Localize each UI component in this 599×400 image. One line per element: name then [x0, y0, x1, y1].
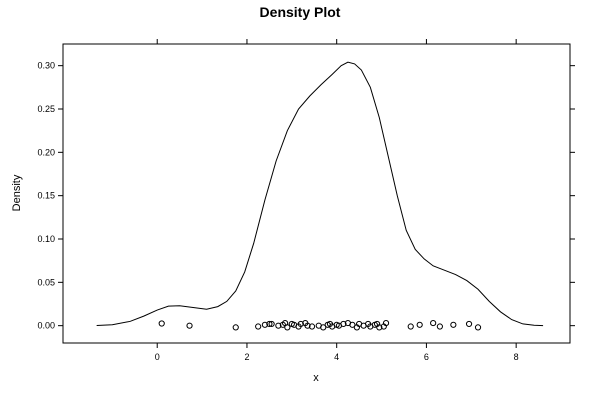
- y-axis-label: Density: [11, 174, 23, 211]
- rug-point: [158, 320, 165, 327]
- rug-point: [297, 320, 304, 328]
- rug-point: [382, 319, 390, 327]
- chart-title: Density Plot: [260, 4, 341, 20]
- axis-ticks: [58, 39, 575, 348]
- rug-point: [255, 323, 262, 330]
- rug-points: [158, 319, 482, 331]
- y-tick-label: 0.10: [37, 234, 55, 244]
- y-tick-label: 0.25: [37, 104, 55, 114]
- rug-point: [261, 321, 268, 328]
- y-tick-label: 0.05: [37, 277, 55, 287]
- rug-point: [275, 322, 282, 329]
- density-curve: [96, 61, 544, 327]
- rug-point: [304, 322, 311, 329]
- x-axis-label: x: [313, 372, 319, 384]
- x-tick-label: 8: [514, 352, 519, 362]
- rug-point: [430, 319, 437, 327]
- rug-point: [268, 320, 275, 328]
- y-tick-label: 0.00: [37, 321, 55, 331]
- rug-point: [407, 323, 414, 330]
- rug-point: [349, 321, 356, 328]
- x-tick-label: 0: [155, 352, 160, 362]
- rug-point: [232, 324, 239, 331]
- x-tick-label: 6: [424, 352, 429, 362]
- rug-point: [266, 320, 273, 328]
- rug-point: [450, 321, 457, 328]
- y-tick-label: 0.15: [37, 191, 55, 201]
- plot-frame: [62, 43, 571, 344]
- y-tick-label: 0.30: [37, 61, 55, 71]
- rug-point: [416, 321, 423, 328]
- axis-tick-labels: 0 2 4 6 8 0.00 0.05 0.10 0.15 0.20 0.25 0.30: [37, 61, 518, 362]
- rug-point: [465, 320, 473, 328]
- rug-point: [186, 322, 193, 329]
- rug-point: [284, 324, 291, 331]
- rug-point: [376, 324, 383, 331]
- x-tick-label: 2: [244, 352, 249, 362]
- rug-point: [320, 324, 327, 331]
- rug-point: [474, 324, 482, 331]
- x-tick-label: 4: [334, 352, 339, 362]
- rug-point: [308, 323, 316, 330]
- y-tick-label: 0.20: [37, 147, 55, 157]
- rug-point: [340, 320, 347, 328]
- rug-point: [436, 323, 443, 330]
